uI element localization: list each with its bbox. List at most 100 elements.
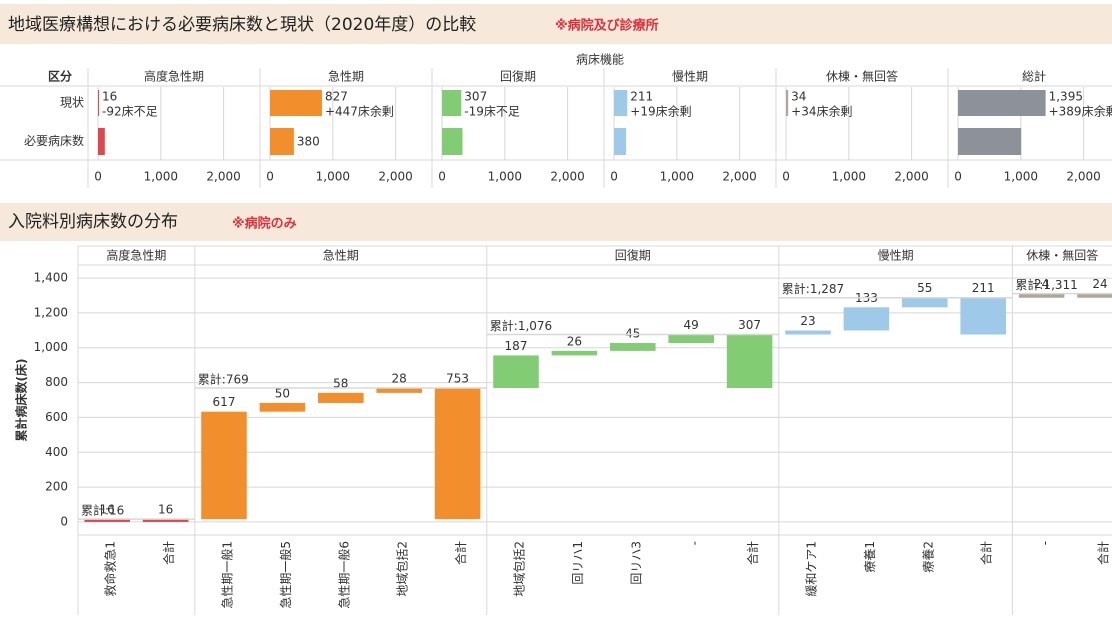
bar	[668, 334, 714, 344]
x-tick-label: -	[1038, 541, 1052, 545]
row-header: 区分	[48, 69, 72, 84]
x-tick-label: 急性期一般5	[278, 541, 293, 609]
data-label: 1,395	[1049, 90, 1083, 104]
x-tick-label: 0	[782, 170, 790, 184]
bar	[902, 297, 948, 308]
data-label: 617	[213, 395, 236, 409]
x-tick-label: 1,000	[488, 170, 522, 184]
chart-title: 地域医療構想における必要病床数と現状（2020年度）の比較	[8, 15, 476, 35]
cumulative-label: 累計:1,287	[782, 281, 844, 296]
bar	[614, 90, 628, 116]
panel-header: 回復期	[500, 69, 536, 84]
x-tick-label: 地域包括2	[512, 541, 527, 597]
panel-header: 急性期	[323, 248, 359, 263]
x-tick-label: 2,000	[894, 170, 928, 184]
row-label: 現状	[60, 96, 84, 110]
bar	[958, 128, 1022, 155]
data-label: 380	[297, 135, 320, 149]
x-tick-label: 2,000	[550, 170, 584, 184]
data-label: 28	[392, 371, 407, 385]
y-tick-label: 1,000	[34, 340, 68, 354]
y-tick-label: 400	[45, 445, 68, 459]
panel-header: 休棟・無回答	[1026, 248, 1098, 263]
y-tick-label: 600	[45, 410, 68, 424]
data-label: 49	[684, 318, 699, 332]
panel-header: 慢性期	[878, 249, 914, 263]
panel-header: 休棟・無回答	[826, 69, 898, 84]
bar	[442, 128, 463, 155]
data-label: 45	[625, 327, 640, 341]
bar	[843, 307, 890, 331]
bar	[434, 387, 481, 520]
x-tick-label: 地域包括2	[395, 541, 410, 597]
x-tick-label: 緩和ケア1	[805, 541, 819, 597]
x-tick-label: 0	[266, 170, 274, 184]
chart-subtitle: ※病院のみ	[232, 216, 297, 232]
data-label: 16	[100, 503, 115, 517]
diff-label: -19床不足	[464, 105, 520, 119]
chart-title: 入院料別病床数の分布	[8, 212, 178, 232]
bar	[270, 90, 322, 116]
data-label: 34	[791, 90, 806, 104]
y-tick-label: 200	[45, 480, 68, 494]
bar	[958, 90, 1046, 116]
x-tick-label: 0	[438, 170, 446, 184]
data-label: 24	[1092, 277, 1107, 291]
x-tick-label: 回リハ1	[571, 541, 585, 585]
bar	[318, 392, 364, 403]
x-tick-label: 1,000	[832, 170, 866, 184]
x-tick-label: 1,000	[316, 170, 350, 184]
bar	[786, 90, 789, 116]
bar	[1018, 293, 1065, 298]
y-tick-label: 1,200	[34, 305, 68, 319]
bar	[1077, 293, 1112, 298]
bar	[551, 350, 598, 356]
x-tick-label: 救命救急1	[103, 541, 118, 597]
panel-header: 高度急性期	[106, 248, 166, 263]
row-label: 必要病床数	[24, 133, 84, 148]
data-label: 827	[325, 90, 348, 104]
x-tick-label: 合計	[161, 541, 176, 565]
diff-label: +447床余剰	[325, 104, 394, 119]
x-tick-label: 1,000	[144, 170, 178, 184]
data-label: 24	[1034, 277, 1049, 291]
chart-subtitle: ※病院及び診療所	[555, 18, 659, 34]
bar	[270, 128, 294, 155]
cumulative-label: 累計:16	[81, 503, 124, 518]
panel-header: 急性期	[328, 69, 364, 84]
x-tick-label: 0	[94, 170, 102, 184]
data-label: 55	[917, 281, 932, 295]
diff-label: +389床余剰	[1049, 104, 1112, 119]
diff-label: +19床余剰	[630, 104, 691, 119]
bar	[614, 128, 627, 155]
bar	[785, 330, 831, 335]
data-label: 58	[333, 376, 348, 390]
bar	[376, 387, 422, 393]
diff-label: +34床余剰	[791, 104, 852, 119]
panel-header: 慢性期	[672, 70, 708, 84]
title-strip	[0, 203, 1112, 241]
x-tick-label: 2,000	[378, 170, 412, 184]
data-label: 16	[102, 90, 117, 104]
title-strip	[0, 4, 1112, 44]
x-tick-label: 2,000	[722, 170, 756, 184]
x-tick-label: 療養1	[862, 541, 877, 573]
y-tick-label: 0	[60, 514, 68, 528]
bar	[610, 343, 656, 351]
bar	[726, 334, 773, 388]
data-label: 50	[275, 386, 290, 400]
bar	[442, 90, 462, 116]
bar	[960, 297, 1006, 335]
data-label: 753	[446, 371, 469, 385]
x-tick-label: 合計	[745, 541, 760, 565]
cumulative-label: 累計:1,076	[490, 318, 552, 333]
x-tick-label: 合計	[1096, 541, 1111, 565]
data-label: 187	[505, 339, 528, 353]
x-tick-label: -	[688, 541, 702, 545]
cumulative-label: 累計:1,311	[1015, 277, 1077, 292]
panel-header: 総計	[1022, 69, 1046, 84]
bar	[142, 519, 189, 522]
bar	[98, 128, 105, 155]
y-tick-label: 1,400	[34, 271, 68, 285]
y-tick-label: 800	[45, 375, 68, 389]
